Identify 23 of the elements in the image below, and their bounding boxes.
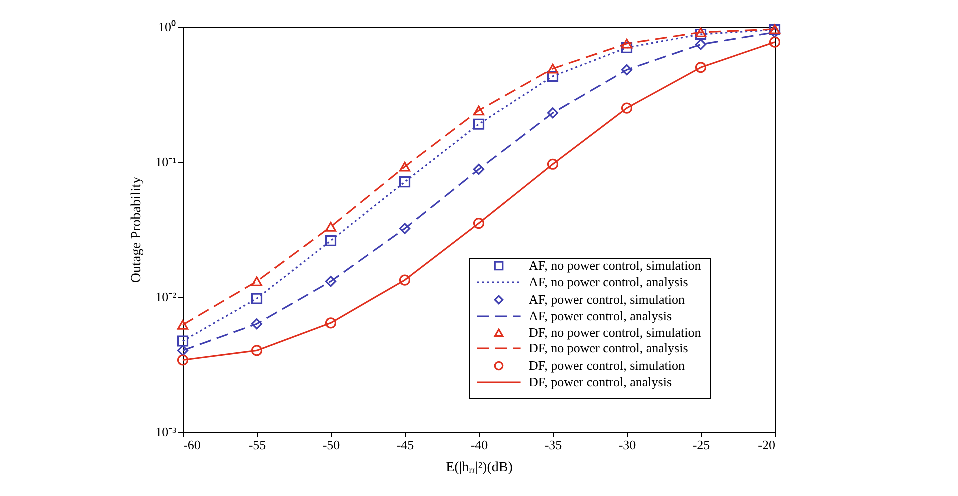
y-tick-label: 10⁻² (156, 290, 177, 304)
x-tick-label: -55 (248, 438, 266, 452)
x-tick-label: -60 (184, 438, 201, 452)
legend-label: AF, power control, simulation (529, 292, 686, 307)
x-tick-label: -40 (470, 438, 488, 452)
x-tick-label: -45 (396, 438, 414, 452)
y-axis-title: Outage Probability (130, 176, 145, 284)
x-tick-label: -35 (544, 438, 562, 452)
x-tick-label: -30 (618, 438, 636, 452)
y-tick-label: 10⁰ (158, 20, 176, 34)
x-tick-label: -25 (692, 438, 710, 452)
x-tick-label: -50 (322, 438, 340, 452)
legend-label: DF, power control, simulation (529, 358, 686, 373)
y-tick-label: 10⁻³ (156, 424, 177, 440)
legend-label: DF, no power control, analysis (529, 340, 688, 356)
legend-label: AF, no power control, analysis (529, 274, 688, 290)
legend-label: AF, power control, analysis (529, 308, 672, 324)
legend-label: DF, no power control, simulation (529, 325, 702, 340)
legend-label: DF, power control, analysis (529, 374, 672, 390)
x-axis-title: E(|hᵣᵣ|²)(dB) (446, 460, 514, 476)
legend-label: AF, no power control, simulation (529, 258, 702, 273)
y-tick-label: 10⁻¹ (156, 154, 177, 170)
x-tick-label: -20 (758, 438, 776, 452)
